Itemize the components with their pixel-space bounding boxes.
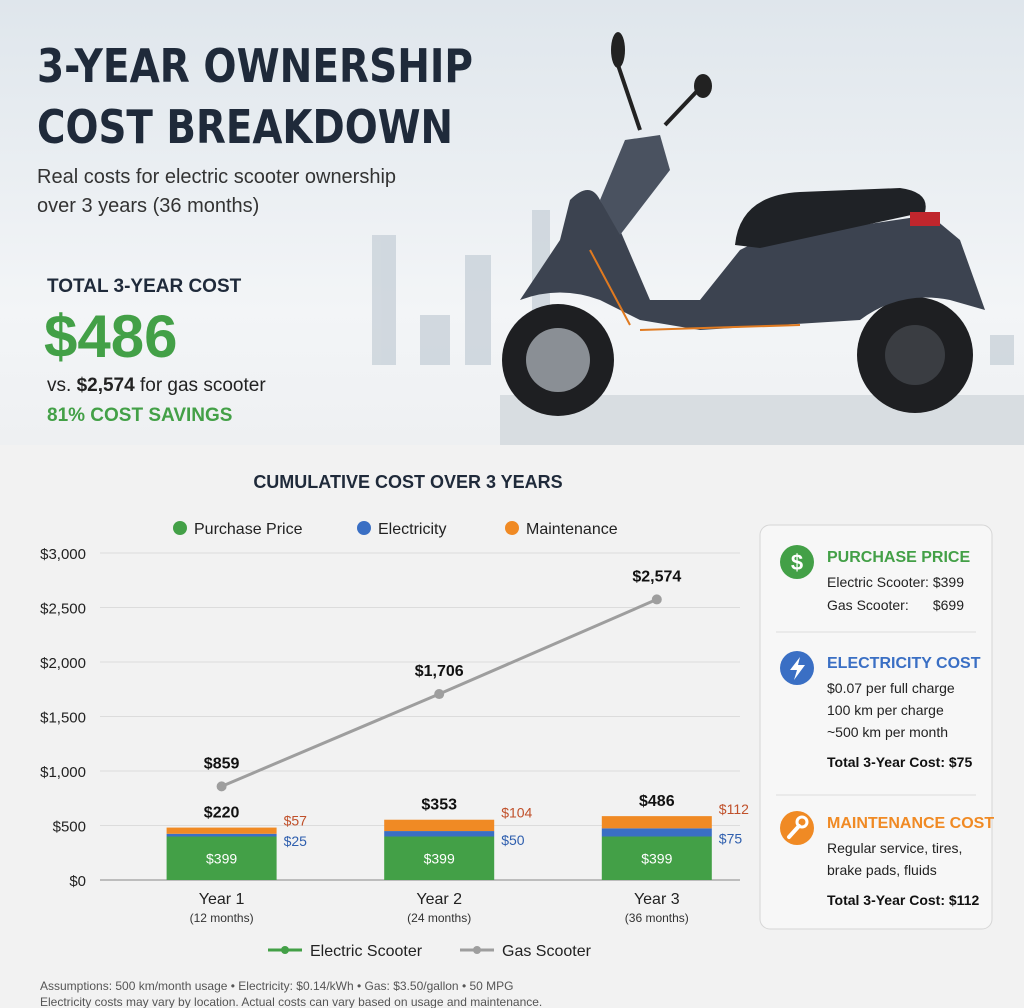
x-tick-label: Year 3 xyxy=(634,891,680,908)
x-tick-sublabel: (24 months) xyxy=(407,911,471,925)
segment-label: $50 xyxy=(501,832,525,848)
panel-heading: MAINTENANCE COST xyxy=(827,815,994,832)
y-tick-label: $3,000 xyxy=(40,546,86,563)
wrench xyxy=(787,824,801,839)
chart: $0 $500 $1,000 $1,500 $2,000 $2,500 $3,000 Year… xyxy=(40,521,749,960)
y-tick-label: $500 xyxy=(53,819,86,836)
x-tick-label: Year 1 xyxy=(199,891,245,908)
comparison-suffix: for gas scooter xyxy=(140,375,266,396)
bar-segment xyxy=(601,836,712,880)
footnote-line: Assumptions: 500 km/month usage • Electr… xyxy=(40,979,514,993)
legend-label: Gas Scooter xyxy=(502,943,592,960)
bar-segment xyxy=(384,819,495,832)
icon-purchase xyxy=(780,545,814,579)
panel-total: Total 3-Year Cost: $112 xyxy=(827,892,979,908)
y-tick-label: $0 xyxy=(69,873,86,890)
subtitle: Real costs for electric scooter ownershi… xyxy=(37,166,396,188)
legend-label: Maintenance xyxy=(526,521,618,538)
x-tick-label: Year 2 xyxy=(416,891,462,908)
panel-line: $0.07 per full charge xyxy=(827,680,955,696)
legend-label: Electricity xyxy=(378,521,446,538)
panel-row-label: Gas Scooter: xyxy=(827,597,909,613)
bar-segment xyxy=(166,833,277,837)
summary-comparison: vs. $2,574 for gas scooter xyxy=(47,375,266,396)
x-tick-sublabel: (36 months) xyxy=(625,911,689,925)
y-tick-label: $1,000 xyxy=(40,764,86,781)
comparison-prefix: vs. xyxy=(47,375,71,396)
bar-total-label: $353 xyxy=(421,797,457,814)
wrench xyxy=(795,815,809,829)
gas-point xyxy=(651,594,662,605)
legend-label: Purchase Price xyxy=(194,521,303,538)
bar-segment xyxy=(384,831,495,837)
segment-label: $399 xyxy=(641,850,672,866)
gas-point xyxy=(216,781,227,792)
bar-segment xyxy=(384,836,495,880)
chart-title: CUMULATIVE COST OVER 3 YEARS xyxy=(253,472,562,492)
panel-row-value: $699 xyxy=(933,597,964,613)
summary-savings: 81% COST SAVINGS xyxy=(47,405,232,426)
point-label: $2,574 xyxy=(632,568,681,585)
segment-label: $25 xyxy=(284,833,308,849)
footnote-line: Electricity costs may vary by location. … xyxy=(40,995,542,1008)
segment-label: $399 xyxy=(206,850,237,866)
title-line: 3-YEAR OWNERSHIP xyxy=(37,39,473,93)
subtitle: over 3 years (36 months) xyxy=(37,195,259,217)
bar-segment xyxy=(601,816,712,829)
legend-marker xyxy=(473,946,481,954)
panel-total: Total 3-Year Cost: $75 xyxy=(827,754,972,770)
y-tick-label: $2,500 xyxy=(40,601,86,618)
panel-line: ~500 km per month xyxy=(827,724,948,740)
title-line: COST BREAKDOWN xyxy=(37,100,453,154)
gas-point xyxy=(434,689,445,700)
segment-label: $399 xyxy=(424,850,455,866)
bar-total-label: $220 xyxy=(204,805,240,822)
segment-label: $104 xyxy=(501,805,532,821)
icon-text: $ xyxy=(791,550,803,575)
panel-content: PURCHASE PRICE Electric Scooter: $399 Gas S… xyxy=(827,549,994,908)
panel-heading: ELECTRICITY COST xyxy=(827,655,981,672)
footnote: Assumptions: 500 km/month usage • Electr… xyxy=(40,979,542,1008)
panel-heading: PURCHASE PRICE xyxy=(827,549,970,566)
y-tick-label: $1,500 xyxy=(40,710,86,727)
panel-row-value: $399 xyxy=(933,574,964,590)
point-label: $859 xyxy=(204,755,240,772)
legend-swatch xyxy=(173,521,187,535)
legend-label: Electric Scooter xyxy=(310,943,423,960)
segment-label: $75 xyxy=(719,830,743,846)
panel-row-label: Electric Scooter: xyxy=(827,574,929,590)
x-tick-sublabel: (12 months) xyxy=(190,911,254,925)
summary-total: $486 xyxy=(44,303,177,370)
segment-label: $112 xyxy=(719,801,749,817)
panel-line: Regular service, tires, xyxy=(827,840,962,856)
bar-segment xyxy=(166,836,277,880)
legend-swatch xyxy=(505,521,519,535)
y-tick-label: $2,000 xyxy=(40,655,86,672)
bar-segment xyxy=(166,827,277,834)
legend-marker xyxy=(281,946,289,954)
comparison-amount: $2,574 xyxy=(77,375,136,396)
segment-label: $57 xyxy=(284,813,308,829)
point-label: $1,706 xyxy=(415,663,464,680)
summary-label: TOTAL 3-YEAR COST xyxy=(47,276,242,297)
legend-swatch xyxy=(357,521,371,535)
bar-segment xyxy=(601,828,712,837)
panel-line: brake pads, fluids xyxy=(827,862,937,878)
bar-total-label: $486 xyxy=(639,793,675,810)
panel-line: 100 km per charge xyxy=(827,702,944,718)
side-panel xyxy=(759,524,993,930)
scooter-image xyxy=(502,32,985,416)
bolt xyxy=(790,657,805,680)
